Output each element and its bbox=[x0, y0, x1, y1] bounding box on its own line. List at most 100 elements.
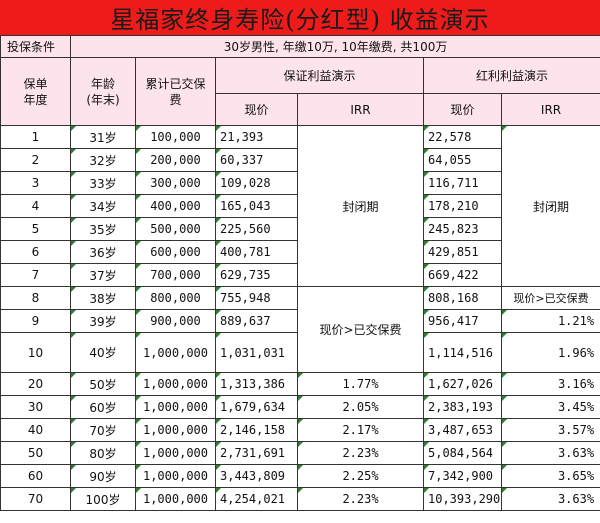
cell-premium: 1,000,000 bbox=[135, 418, 216, 442]
cell-dividend-irr: 1.21% bbox=[500, 309, 600, 333]
cell-year: 8 bbox=[0, 286, 71, 310]
cell-year: 30 bbox=[0, 395, 71, 419]
cell-year: 40 bbox=[0, 418, 71, 442]
cell-age: 33岁 bbox=[70, 171, 136, 195]
cell-age: 100岁 bbox=[70, 487, 136, 511]
cell-dividend-cash: 1,627,026 bbox=[423, 372, 502, 396]
cell-dividend-cash: 669,422 bbox=[423, 263, 502, 287]
cell-premium: 900,000 bbox=[135, 309, 216, 333]
header-age-text: 年龄 (年末) bbox=[86, 76, 120, 107]
condition-row: 投保条件 30岁男性, 年缴10万, 10年缴费, 共100万 bbox=[0, 35, 600, 58]
condition-value: 30岁男性, 年缴10万, 10年缴费, 共100万 bbox=[69, 35, 600, 58]
cell-premium: 800,000 bbox=[135, 286, 216, 310]
header-guaranteed-cash-value: 现价 bbox=[215, 93, 298, 126]
cell-guaranteed-cash: 1,313,386 bbox=[215, 372, 298, 396]
cell-guaranteed-cash: 1,031,031 bbox=[215, 332, 298, 373]
cell-guaranteed-irr: 2.23% bbox=[297, 487, 424, 511]
cell-premium: 1,000,000 bbox=[135, 332, 216, 373]
header-dividend: 红利利益演示 bbox=[422, 57, 600, 94]
cell-guaranteed-cash: 755,948 bbox=[215, 286, 298, 310]
cell-dividend-cash: 5,084,564 bbox=[423, 441, 502, 465]
header-policy-year: 保单 年度 bbox=[0, 57, 71, 126]
cell-year: 50 bbox=[0, 441, 71, 465]
table-row: 4 34岁 400,000 165,043 178,210 bbox=[0, 194, 600, 218]
cell-age: 32岁 bbox=[70, 148, 136, 172]
header-row-1: 保单 年度 年龄 (年末) 累计已交保 费 保证利益演示 红利利益演示 bbox=[0, 57, 600, 126]
cell-age: 90岁 bbox=[70, 464, 136, 488]
cell-year: 70 bbox=[0, 487, 71, 511]
table-row: 20 50岁 1,000,000 1,313,386 1.77% 1,627,0… bbox=[0, 372, 600, 396]
cell-premium: 400,000 bbox=[135, 194, 216, 218]
table-row: 50 80岁 1,000,000 2,731,691 2.23% 5,084,5… bbox=[0, 441, 600, 465]
table-row: 70 100岁 1,000,000 4,254,021 2.23% 10,393… bbox=[0, 487, 600, 511]
cell-age: 50岁 bbox=[70, 372, 136, 396]
cell-dividend-cash: 245,823 bbox=[423, 217, 502, 241]
illustration-table: 投保条件 30岁男性, 年缴10万, 10年缴费, 共100万 保单 年度 年龄… bbox=[0, 35, 600, 511]
cell-dividend-cash: 178,210 bbox=[423, 194, 502, 218]
title-bar: 星福家终身寿险(分红型) 收益演示 bbox=[0, 0, 600, 36]
cell-guaranteed-irr-exceed: 现价>已交保费 bbox=[297, 286, 424, 373]
cell-guaranteed-cash: 60,337 bbox=[215, 148, 298, 172]
cell-guaranteed-cash: 2,146,158 bbox=[215, 418, 298, 442]
cell-age: 34岁 bbox=[70, 194, 136, 218]
cell-dividend-cash: 3,487,653 bbox=[423, 418, 502, 442]
cell-year: 4 bbox=[0, 194, 71, 218]
cell-age: 31岁 bbox=[70, 125, 136, 149]
cell-dividend-cash: 10,393,290 bbox=[423, 487, 502, 511]
cell-age: 37岁 bbox=[70, 263, 136, 287]
table-row: 30 60岁 1,000,000 1,679,634 2.05% 2,383,1… bbox=[0, 395, 600, 419]
table-row: 8 38岁 800,000 755,948 现价>已交保费 808,168 现价… bbox=[0, 286, 600, 373]
cell-premium: 100,000 bbox=[135, 125, 216, 149]
cell-premium: 200,000 bbox=[135, 148, 216, 172]
header-policy-year-text: 保单 年度 bbox=[23, 76, 48, 107]
cell-guaranteed-cash: 3,443,809 bbox=[215, 464, 298, 488]
header-premium-text: 累计已交保 费 bbox=[145, 76, 206, 107]
table-row: 7 37岁 700,000 629,735 669,422 bbox=[0, 263, 600, 287]
cell-dividend-irr: 3.63% bbox=[500, 487, 600, 511]
cell-dividend-cash: 1,114,516 bbox=[423, 332, 502, 373]
cell-dividend-cash: 116,711 bbox=[423, 171, 502, 195]
cell-dividend-cash: 7,342,900 bbox=[423, 464, 502, 488]
cell-guaranteed-cash: 165,043 bbox=[215, 194, 298, 218]
cell-guaranteed-irr-closed: 封闭期 bbox=[297, 125, 424, 287]
cell-premium: 1,000,000 bbox=[135, 464, 216, 488]
cell-year: 10 bbox=[0, 332, 71, 373]
cell-age: 80岁 bbox=[70, 441, 136, 465]
cell-dividend-irr: 3.45% bbox=[500, 395, 600, 419]
cell-dividend-cash: 808,168 bbox=[423, 286, 502, 310]
cell-age: 36岁 bbox=[70, 240, 136, 264]
cell-premium: 1,000,000 bbox=[135, 441, 216, 465]
cell-year: 1 bbox=[0, 125, 71, 149]
cell-premium: 600,000 bbox=[135, 240, 216, 264]
header-age: 年龄 (年末) bbox=[70, 57, 136, 126]
cell-year: 60 bbox=[0, 464, 71, 488]
cell-guaranteed-irr: 2.05% bbox=[297, 395, 424, 419]
cell-age: 60岁 bbox=[70, 395, 136, 419]
cell-guaranteed-cash: 4,254,021 bbox=[215, 487, 298, 511]
cell-age: 38岁 bbox=[70, 286, 136, 310]
cell-year: 6 bbox=[0, 240, 71, 264]
cell-premium: 300,000 bbox=[135, 171, 216, 195]
header-guaranteed: 保证利益演示 bbox=[215, 57, 424, 94]
cell-year: 7 bbox=[0, 263, 71, 287]
cell-dividend-irr: 3.65% bbox=[500, 464, 600, 488]
table-body: 投保条件 30岁男性, 年缴10万, 10年缴费, 共100万 保单 年度 年龄… bbox=[0, 35, 600, 511]
cell-dividend-irr-exceed: 现价>已交保费 bbox=[500, 286, 600, 310]
cell-guaranteed-cash: 400,781 bbox=[215, 240, 298, 264]
cell-year: 5 bbox=[0, 217, 71, 241]
cell-dividend-irr-closed: 封闭期 bbox=[500, 125, 600, 287]
header-dividend-cash-value: 现价 bbox=[423, 93, 502, 126]
cell-premium: 500,000 bbox=[135, 217, 216, 241]
cell-premium: 700,000 bbox=[135, 263, 216, 287]
cell-year: 9 bbox=[0, 309, 71, 333]
cell-guaranteed-irr: 1.77% bbox=[297, 372, 424, 396]
cell-age: 40岁 bbox=[70, 332, 136, 373]
cell-age: 35岁 bbox=[70, 217, 136, 241]
cell-dividend-cash: 22,578 bbox=[423, 125, 502, 149]
header-dividend-irr: IRR bbox=[500, 93, 600, 126]
cell-age: 70岁 bbox=[70, 418, 136, 442]
cell-guaranteed-cash: 109,028 bbox=[215, 171, 298, 195]
cell-year: 2 bbox=[0, 148, 71, 172]
cell-dividend-cash: 429,851 bbox=[423, 240, 502, 264]
cell-premium: 1,000,000 bbox=[135, 487, 216, 511]
